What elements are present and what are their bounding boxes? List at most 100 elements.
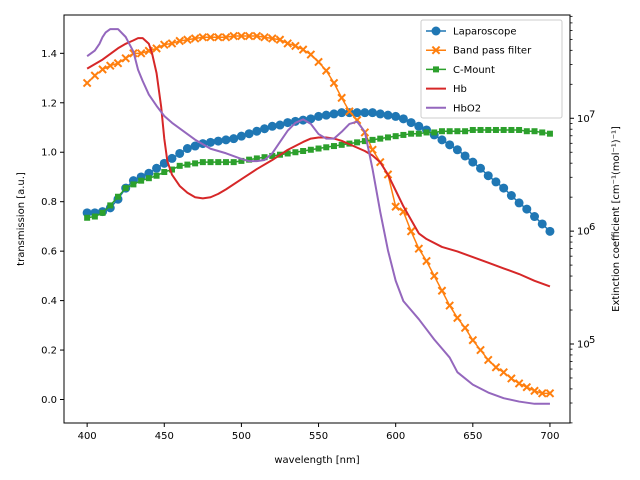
data-point <box>398 114 408 124</box>
data-point <box>261 154 268 161</box>
legend-label: Laparoscope <box>453 27 517 38</box>
data-point <box>306 50 316 59</box>
data-point <box>260 32 269 42</box>
data-point <box>121 53 131 63</box>
data-point <box>253 155 260 162</box>
data-point <box>99 209 106 216</box>
data-point <box>523 128 530 135</box>
data-point <box>514 379 524 388</box>
data-point <box>152 44 161 53</box>
y-tick-label: 1.2 <box>41 98 57 109</box>
x-axis-label: wavelength [nm] <box>274 455 359 466</box>
legend-label: Band pass filter <box>453 46 532 57</box>
data-point <box>460 151 470 161</box>
data-point <box>221 135 231 145</box>
data-point <box>438 128 445 135</box>
y-tick-label: 1.4 <box>41 49 57 60</box>
x-tick-label: 500 <box>232 431 251 442</box>
data-point <box>182 144 192 154</box>
data-point <box>238 157 245 164</box>
data-point <box>384 134 391 141</box>
y2-tick-label: 10 <box>577 339 590 350</box>
data-point <box>383 110 393 120</box>
data-point <box>175 36 185 46</box>
legend-label: HbO2 <box>453 103 481 114</box>
data-point <box>221 32 231 42</box>
y2-tick-exponent: 7 <box>589 109 595 120</box>
data-point <box>184 161 191 168</box>
plot-frame <box>63 14 571 424</box>
data-point <box>392 133 399 140</box>
data-point <box>190 141 200 151</box>
data-point <box>229 31 239 41</box>
data-point <box>391 111 401 121</box>
data-point <box>377 135 384 142</box>
data-point <box>192 160 199 167</box>
data-point <box>298 45 308 54</box>
data-point <box>267 121 277 131</box>
data-point <box>338 141 345 148</box>
data-point <box>530 212 540 222</box>
data-point <box>107 202 114 209</box>
x-tick-label: 550 <box>309 431 328 442</box>
data-point <box>206 137 216 147</box>
data-point <box>499 368 508 377</box>
data-point <box>90 71 100 80</box>
data-point <box>114 193 121 200</box>
data-point <box>345 107 354 116</box>
data-point <box>530 386 539 396</box>
data-point <box>369 136 376 143</box>
legend-label: C-Mount <box>453 65 495 76</box>
data-point <box>429 271 439 281</box>
legend: Laparoscope Band pass filter C-Mount Hb HbO2 <box>420 19 563 119</box>
data-point <box>375 109 385 119</box>
legend-label: Hb <box>453 84 467 95</box>
legend-entry: Laparoscope <box>426 26 517 38</box>
data-point <box>98 65 107 74</box>
data-point <box>190 34 200 43</box>
data-point <box>183 35 192 45</box>
data-point <box>152 163 162 173</box>
data-point <box>222 159 229 166</box>
data-point <box>323 144 330 151</box>
data-point <box>167 153 177 163</box>
data-point <box>400 131 407 138</box>
data-point <box>437 286 447 296</box>
y-axis-ticks: 0.0 0.2 0.4 0.6 0.8 1.0 1.2 1.4 <box>41 49 64 406</box>
series-layer <box>82 28 555 405</box>
data-point <box>315 145 322 152</box>
plot-area <box>63 14 571 424</box>
data-point <box>237 31 246 41</box>
data-point <box>91 213 98 220</box>
y2-tick-label: 10 <box>577 114 590 125</box>
data-point <box>408 130 415 137</box>
data-point <box>361 138 368 145</box>
data-point <box>368 108 378 118</box>
data-point <box>329 78 339 88</box>
x-axis-ticks: 400 450 500 550 600 650 700 <box>78 423 559 442</box>
data-point <box>460 323 470 333</box>
data-point <box>130 181 137 188</box>
y-tick-label: 0.4 <box>41 296 57 307</box>
data-point <box>244 31 254 41</box>
data-point <box>522 382 532 392</box>
data-point <box>260 124 270 134</box>
legend-entry: Band pass filter <box>426 46 532 57</box>
data-point <box>229 134 239 144</box>
y-tick-label: 0.0 <box>41 395 57 406</box>
data-point <box>469 126 476 133</box>
data-point <box>414 244 424 253</box>
data-point <box>175 148 185 158</box>
data-point <box>492 126 499 133</box>
data-point <box>368 145 377 155</box>
data-point <box>252 31 262 41</box>
data-point <box>207 159 214 166</box>
data-point <box>306 114 316 124</box>
y2-axis-label: Extinction coefficient [cm⁻¹(mol⁻¹)⁻¹] <box>611 126 622 312</box>
data-point <box>545 226 555 236</box>
data-point <box>321 110 331 120</box>
y-tick-label: 1.0 <box>41 148 57 159</box>
data-point <box>198 32 208 42</box>
